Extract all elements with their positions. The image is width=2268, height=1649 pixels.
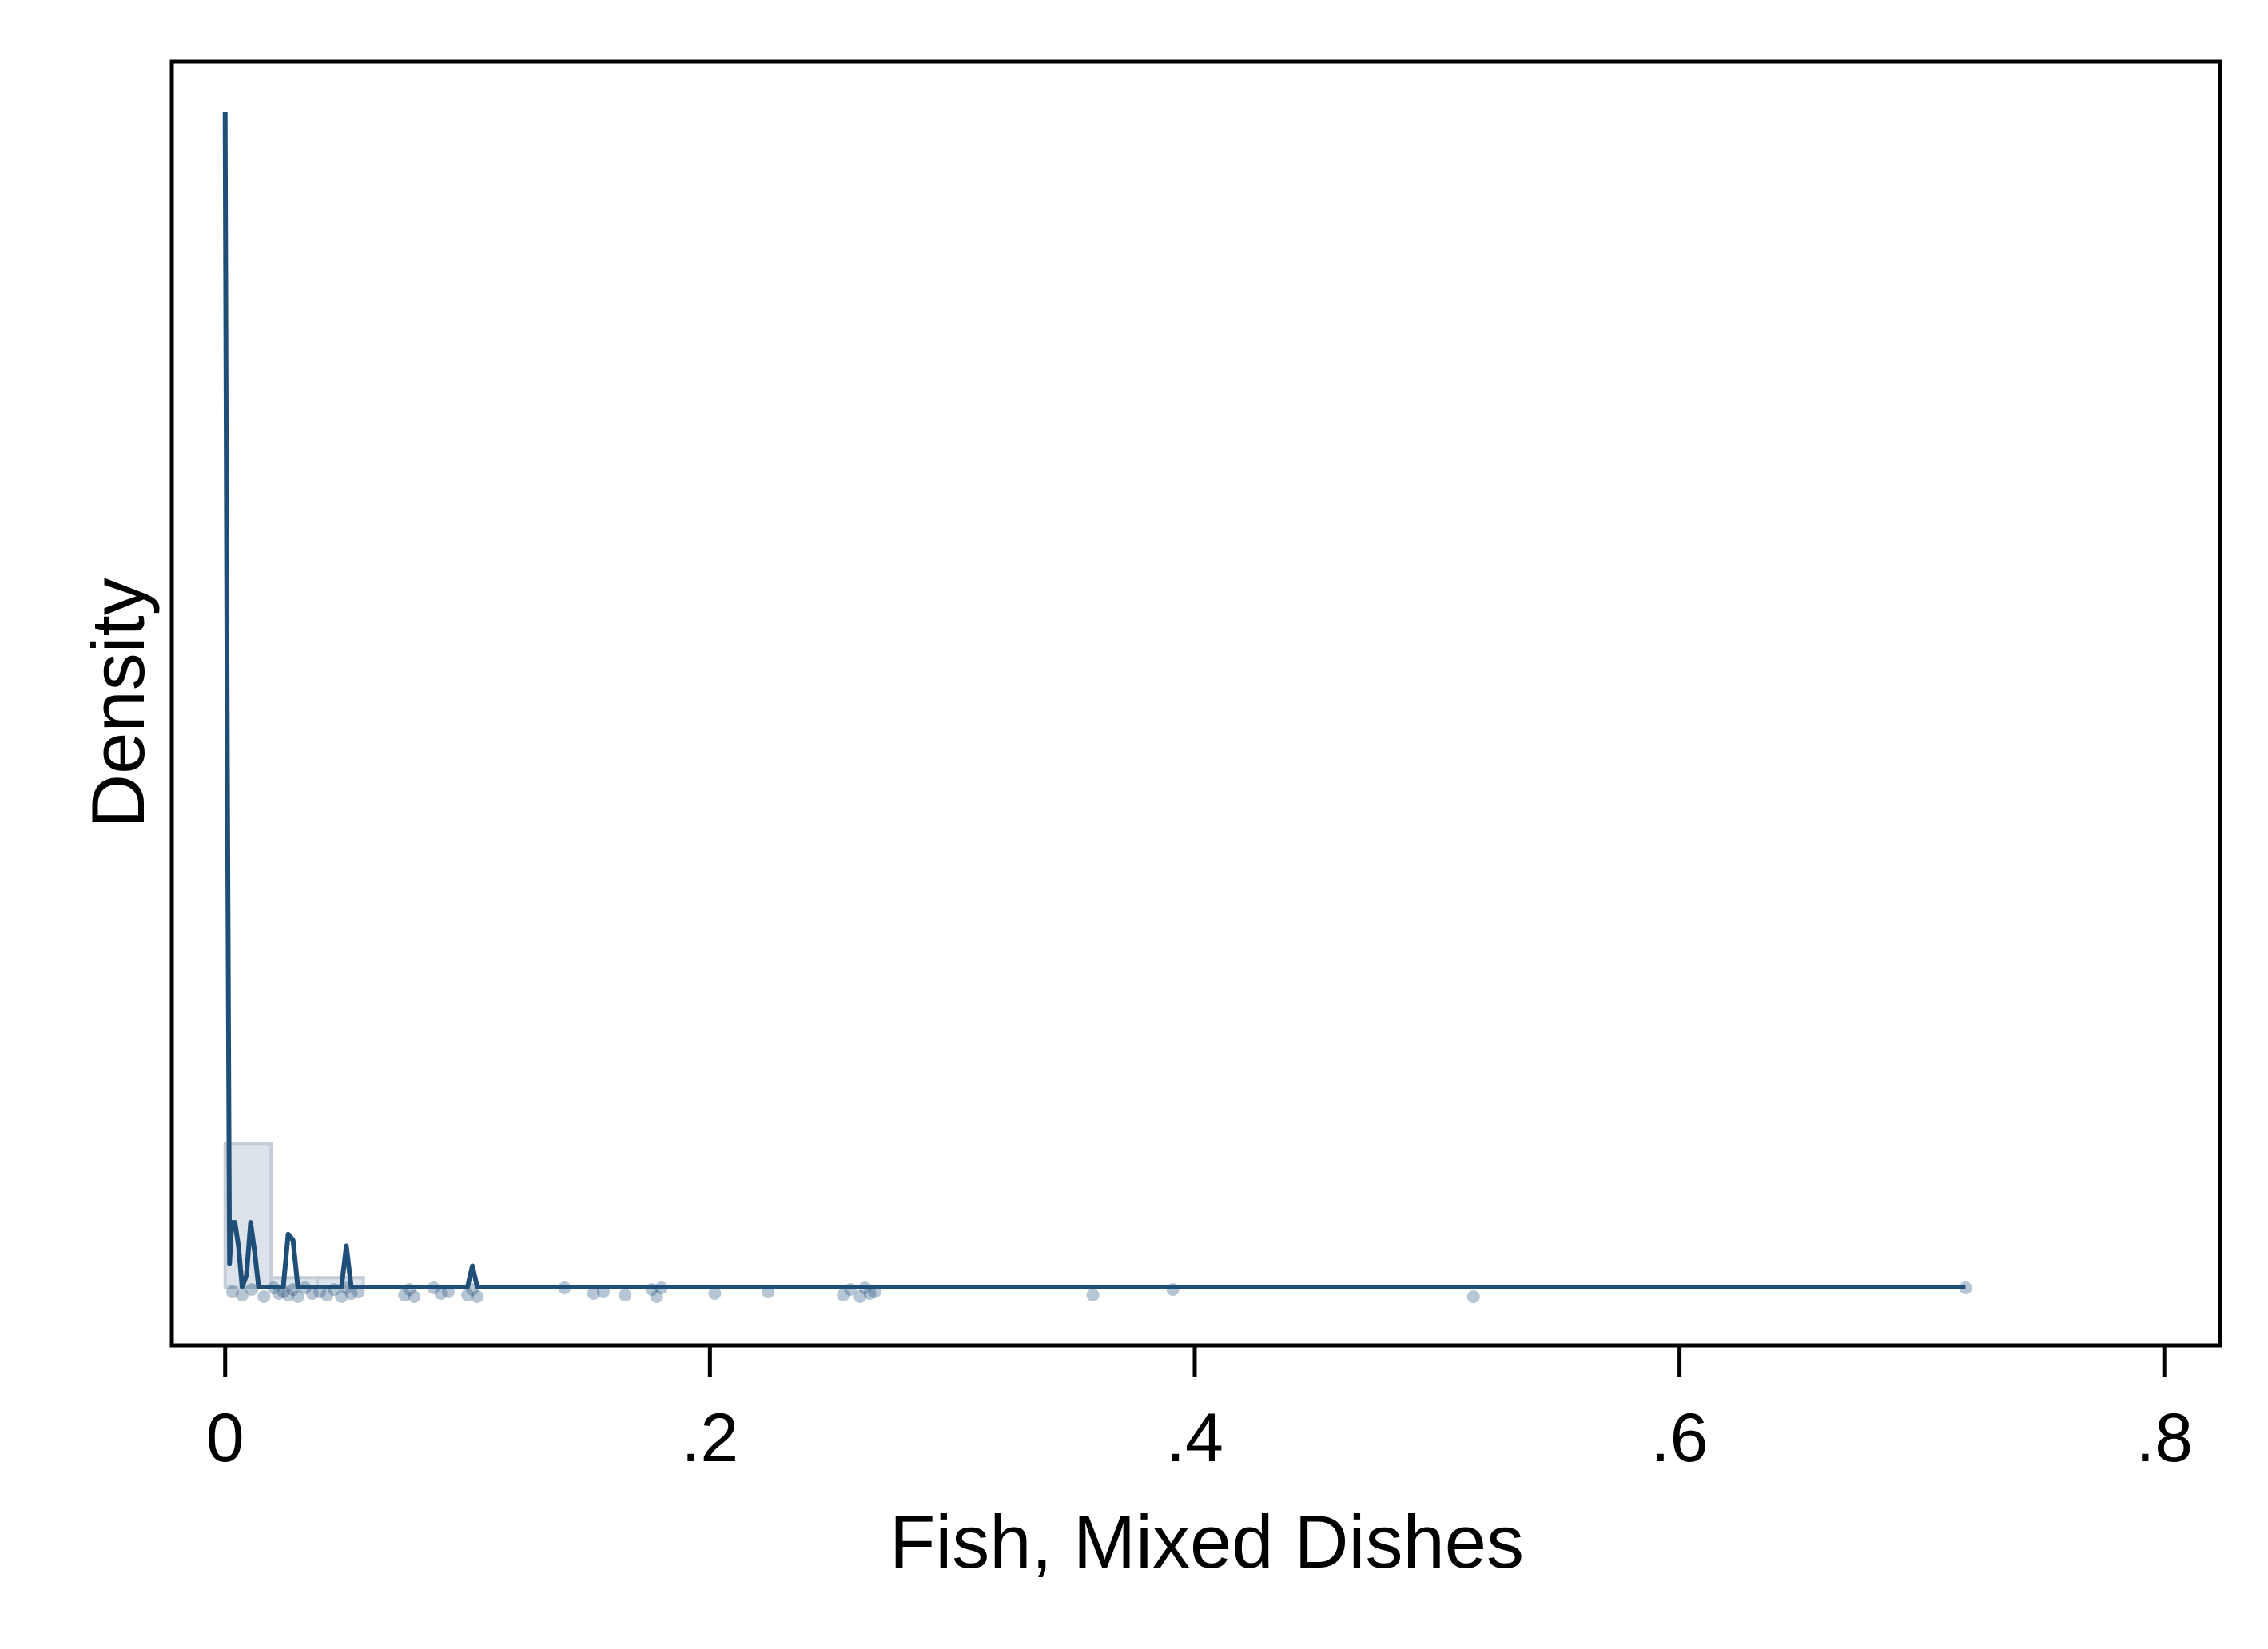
observation-point [587,1287,600,1300]
observation-point [335,1290,348,1303]
observation-point [1466,1290,1480,1303]
observation-point [471,1290,484,1303]
observation-point [853,1290,867,1303]
observation-point [344,1287,358,1300]
observation-point [235,1289,249,1301]
observation-point [320,1289,334,1301]
observation-point [708,1287,722,1300]
observation-point [257,1290,271,1303]
observation-point [398,1289,412,1301]
density-curve [222,111,1966,1289]
observation-point [863,1287,877,1300]
observation-point [650,1290,663,1303]
observation-point [461,1289,475,1301]
x-axis-ticks: 0 .2 .4 .6 .8 [206,1345,2193,1476]
x-tick-label: 0 [206,1400,245,1476]
x-tick-label: .2 [681,1400,738,1476]
x-axis-title: Fish, Mixed Dishes [889,1500,1524,1583]
observation-point [408,1290,421,1303]
observation-point [245,1283,259,1296]
observation-point [837,1289,850,1301]
observation-point [291,1290,304,1303]
observation-point [1086,1289,1100,1301]
observation-point [272,1287,285,1300]
x-tick-label: .4 [1166,1400,1224,1476]
observation-point [281,1289,295,1301]
x-tick-label: .8 [2135,1400,2193,1476]
y-axis-title: Density [76,578,160,828]
observation-point [619,1289,632,1301]
observation-point [305,1287,319,1300]
observation-point [434,1287,448,1300]
x-tick-label: .6 [1651,1400,1709,1476]
observation-point [225,1285,239,1298]
